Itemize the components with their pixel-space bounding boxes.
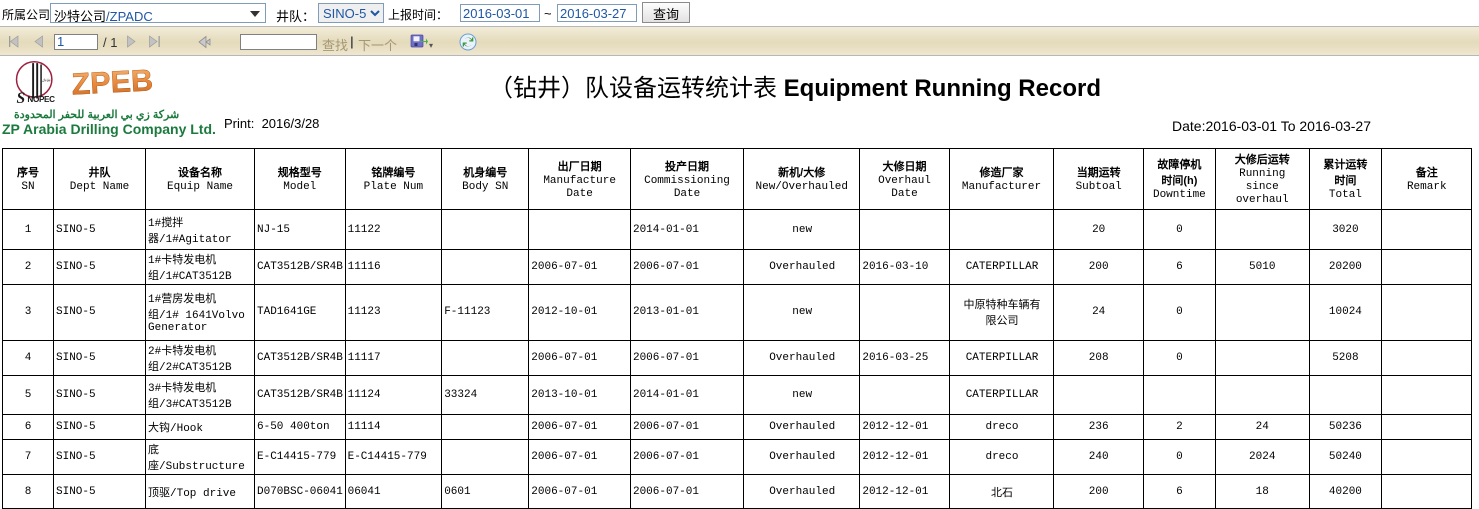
svg-text:ZPEB: ZPEB — [71, 63, 154, 101]
svg-text:ءﻗءك: ءﻗءك — [42, 77, 51, 82]
svg-text:S: S — [17, 90, 26, 107]
svg-text:NOPEC: NOPEC — [27, 95, 55, 104]
